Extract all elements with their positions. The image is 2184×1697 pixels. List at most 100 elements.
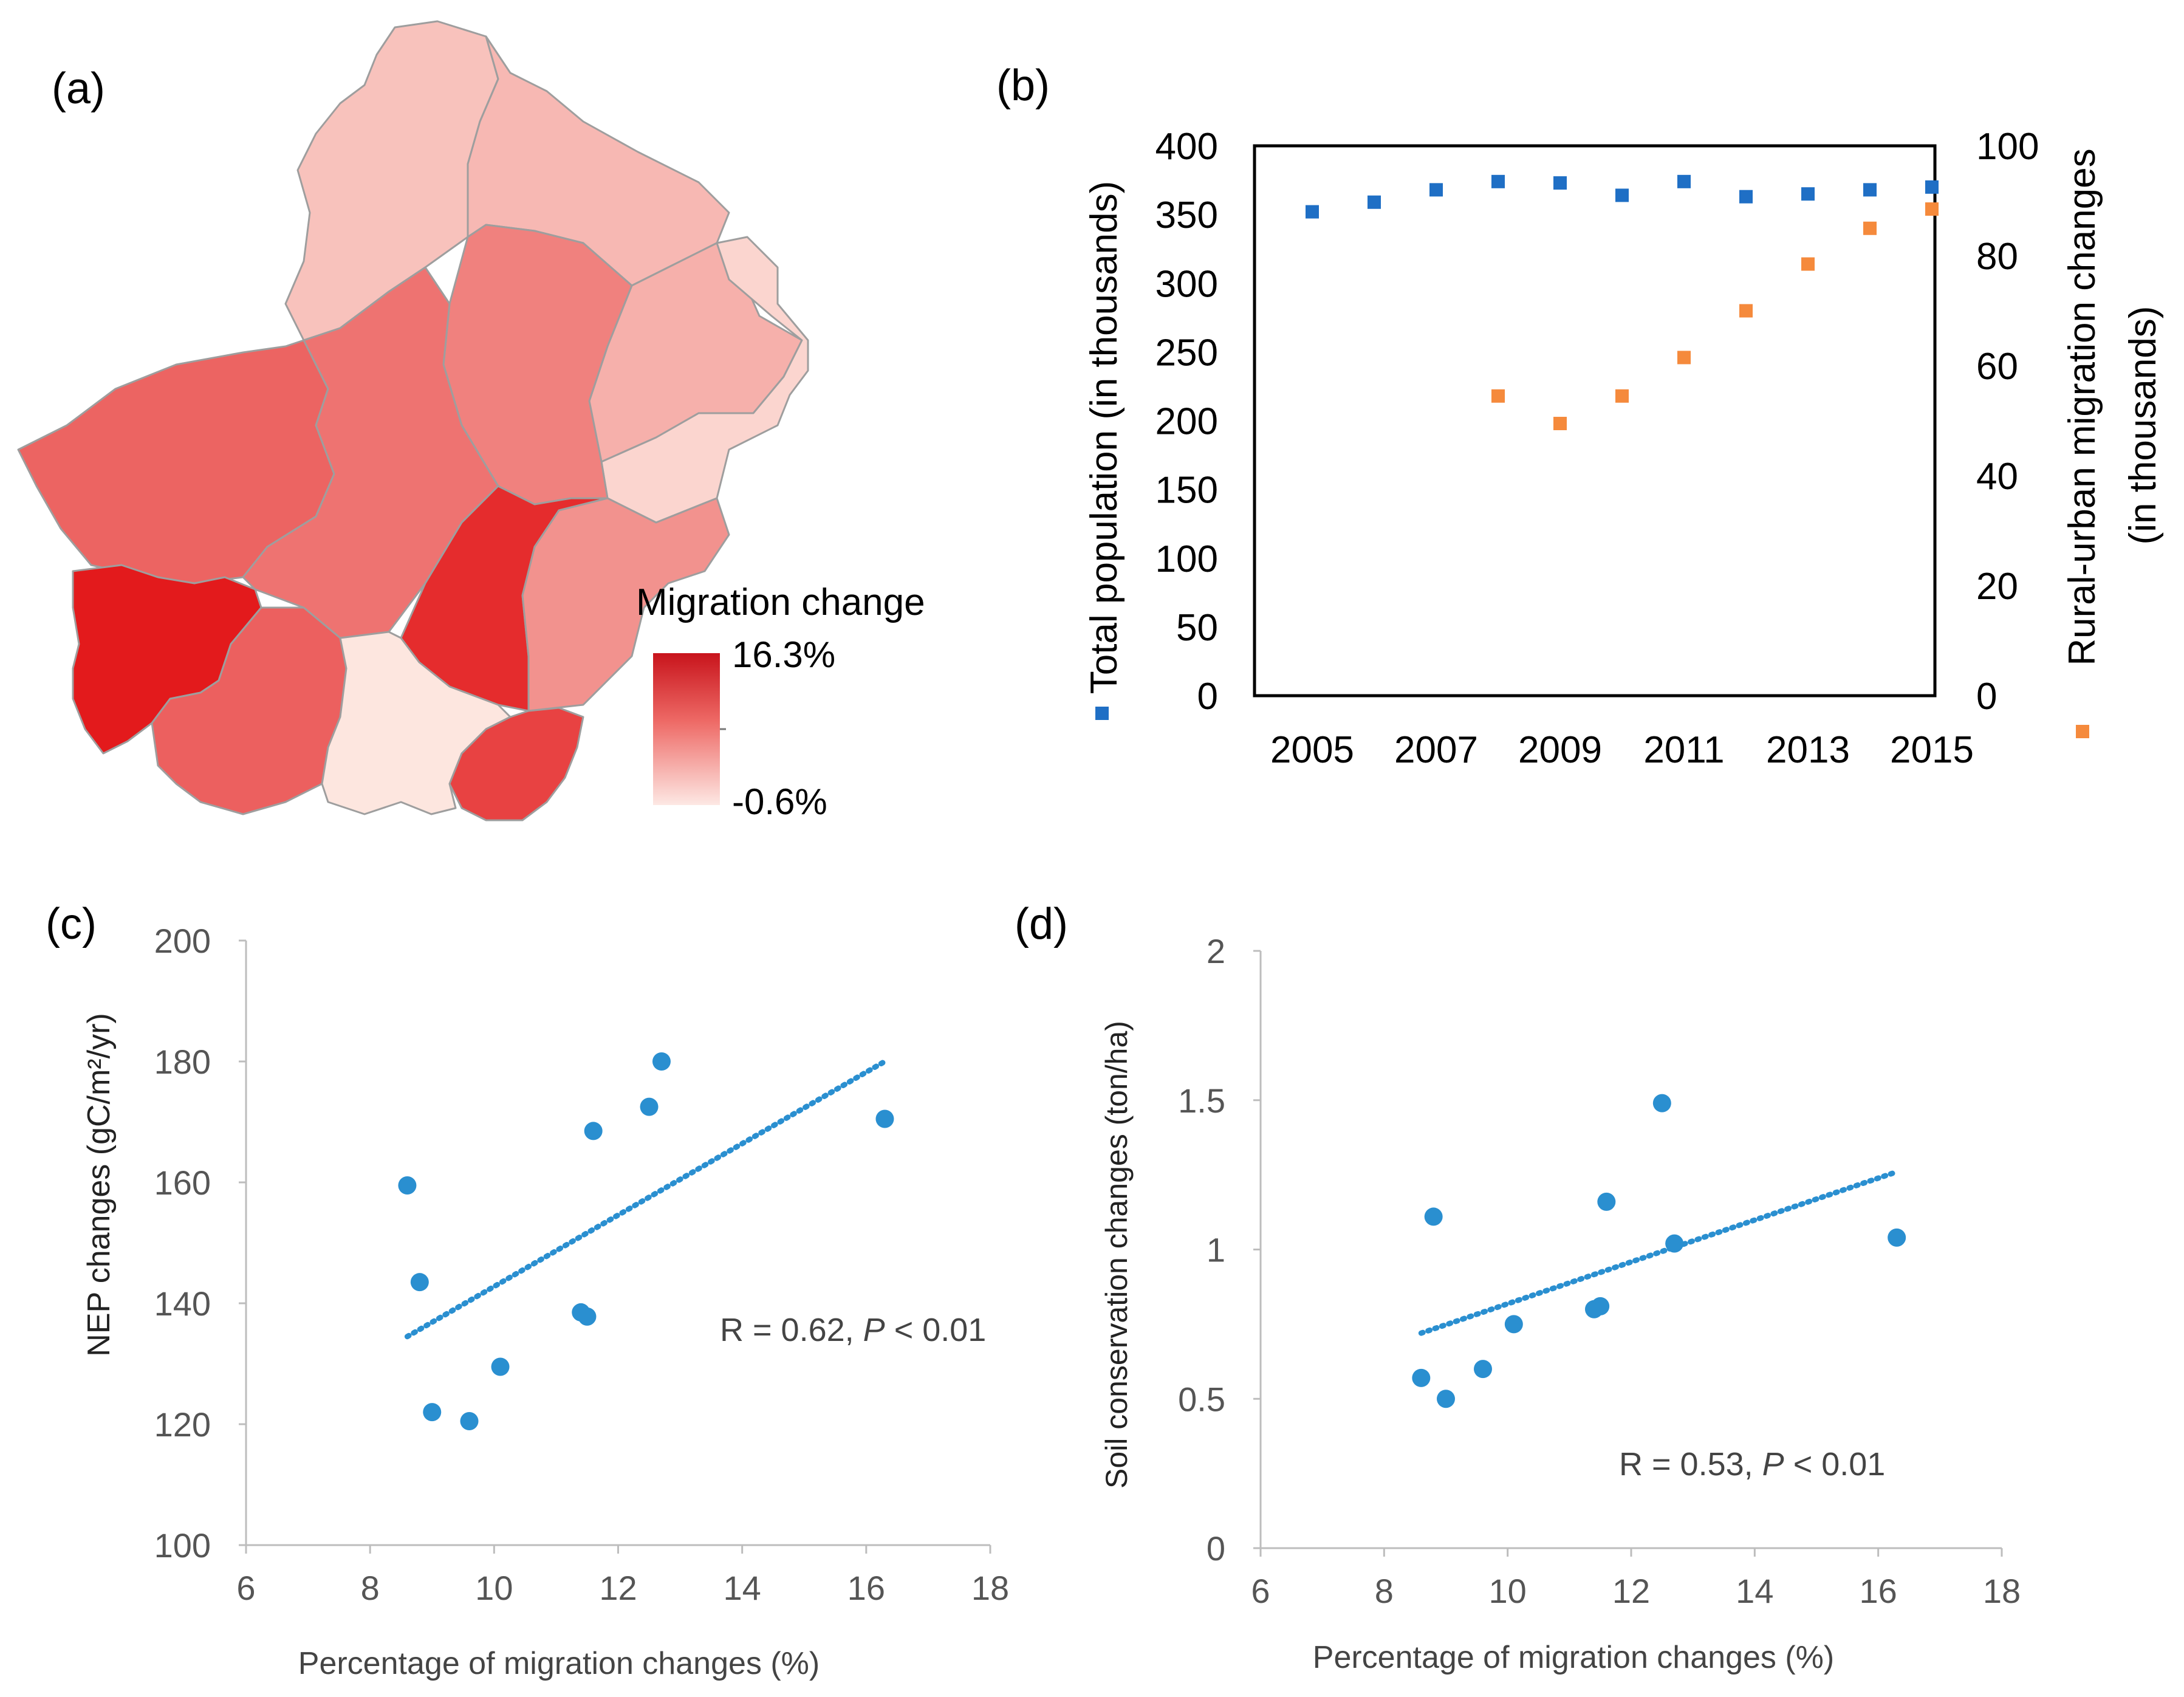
- panel-b-xtick-2015: 2015: [1890, 729, 1974, 771]
- panel-d-x-ticks: 6 8 10 12 14 16 18: [1251, 1548, 2021, 1610]
- legend-max-label: 16.3%: [732, 634, 835, 675]
- panel-c-trendline: [404, 1058, 888, 1340]
- panel-c-point-9: [640, 1097, 659, 1116]
- panel-c-ytick-120: 120: [154, 1405, 211, 1444]
- region-south-east: [521, 497, 730, 712]
- panel-c-xlabel: Percentage of migration changes (%): [298, 1646, 820, 1681]
- panel-d-ytick-1: 1: [1207, 1231, 1225, 1269]
- panel-c-point-2: [410, 1273, 429, 1292]
- panel-c-y-ticks: 100 120 140 160 180 200: [154, 922, 246, 1565]
- panel-b-ytick-400: 400: [1155, 126, 1218, 168]
- panel-b-x-ticks: 2005 2007 2009 2011 2013 2015: [1270, 729, 1974, 771]
- panel-c-xtick-16: 16: [847, 1569, 885, 1607]
- panel-b-xtick-2011: 2011: [1643, 729, 1724, 771]
- panel-b-y2tick-0: 0: [1976, 676, 1997, 718]
- panel-b-point-migration-2012: [1739, 304, 1753, 318]
- panel-b-point-population-2011: [1677, 174, 1691, 188]
- legend-title: Migration change: [636, 581, 925, 623]
- panel-c-ylabel: NEP changes (gC/m²/yr): [81, 1013, 117, 1356]
- panel-b-y2tick-40: 40: [1976, 456, 2018, 498]
- panel-c-ytick-140: 140: [154, 1284, 211, 1323]
- panel-b-ytick-100: 100: [1155, 538, 1218, 580]
- panel-b-ytick-150: 150: [1155, 470, 1218, 512]
- panel-b-point-population-2013: [1801, 187, 1815, 201]
- panel-b-ylabel: Total population (in thousands): [1083, 181, 1125, 694]
- map-regions: [17, 20, 809, 821]
- region-south-center: [321, 631, 512, 815]
- panel-b-point-migration-2008: [1491, 389, 1505, 403]
- panel-d-annotation: R = 0.53, P < 0.01: [1619, 1446, 1885, 1483]
- panel-d-point-4: [1474, 1360, 1492, 1379]
- panel-c-x-ticks: 6 8 10 12 14 16 18: [236, 1545, 1009, 1607]
- panel-c-point-10: [652, 1052, 671, 1071]
- panel-b-xtick-2007: 2007: [1394, 729, 1478, 771]
- panel-c-point-8: [584, 1122, 603, 1140]
- panel-b-ytick-350: 350: [1155, 194, 1218, 236]
- panel-b-ytick-50: 50: [1176, 607, 1218, 649]
- panel-d-ylabel: Soil conservation changes (ton/ha): [1100, 1021, 1134, 1489]
- panel-b-xtick-2005: 2005: [1270, 729, 1354, 771]
- panel-b-point-migration-2015: [1925, 202, 1939, 216]
- panel-b-point-population-2012: [1739, 190, 1753, 204]
- panel-c-annotation: R = 0.62, P < 0.01: [720, 1312, 986, 1348]
- panel-d-xtick-10: 10: [1489, 1572, 1527, 1610]
- panel-c-xtick-10: 10: [475, 1569, 513, 1607]
- legend-min-label: -0.6%: [732, 781, 827, 822]
- panel-b-left-legend-marker: [1095, 707, 1109, 720]
- panel-d-ytick-0.5: 0.5: [1178, 1380, 1225, 1418]
- panel-b-point-population-2010: [1615, 188, 1629, 202]
- panel-b-right-ticks: 0 20 40 60 80 100: [1976, 126, 2039, 718]
- panel-c-point-3: [423, 1403, 442, 1422]
- panel-b-left-ticks: 0 50 100 150 200 250 300 350 400: [1155, 126, 1218, 718]
- panel-d-points: [1412, 1094, 1906, 1408]
- panel-b-point-population-2014: [1863, 183, 1877, 197]
- panel-b-point-population-2015: [1925, 180, 1939, 194]
- panel-c-xtick-8: 8: [361, 1569, 380, 1607]
- panel-c-ytick-160: 160: [154, 1164, 211, 1202]
- panel-c-ytick-100: 100: [154, 1526, 211, 1565]
- panel-b-point-population-2007: [1429, 183, 1443, 197]
- panel-c-ytick-180: 180: [154, 1043, 211, 1081]
- panel-b-frame: [1253, 144, 1937, 698]
- panel-d-point-11: [1888, 1228, 1906, 1247]
- panel-d-ytick-0: 0: [1207, 1529, 1225, 1568]
- panel-c-xtick-18: 18: [971, 1569, 1009, 1607]
- panel-b-ytick-0: 0: [1197, 676, 1218, 718]
- panel-a-label: (a): [52, 64, 105, 113]
- legend-color-bar: [653, 653, 720, 805]
- panel-b-point-population-2005: [1306, 205, 1319, 219]
- panel-c-point-4: [460, 1412, 479, 1431]
- panel-c-point-1: [398, 1176, 417, 1195]
- panel-d-point-2: [1424, 1207, 1443, 1226]
- panel-d-label: (d): [1015, 900, 1068, 948]
- panel-c-label: (c): [46, 900, 97, 948]
- panel-b-point-population-2009: [1553, 176, 1567, 190]
- panel-d-xtick-6: 6: [1251, 1572, 1270, 1610]
- panel-c-points: [398, 1052, 894, 1431]
- panel-d-xtick-14: 14: [1736, 1572, 1773, 1610]
- panel-d-trendline: [1418, 1169, 1900, 1336]
- panel-b-xtick-2009: 2009: [1518, 729, 1602, 771]
- panel-b-y2label-line2: (in thousands): [2122, 306, 2164, 545]
- panel-b-y2tick-20: 20: [1976, 566, 2018, 608]
- panel-c-point-7: [578, 1307, 597, 1326]
- panel-b-point-migration-2010: [1615, 389, 1629, 403]
- panel-b-y2label-line1: Rural-urban migration changes: [2061, 148, 2103, 665]
- panel-c-xtick-12: 12: [599, 1569, 637, 1607]
- panel-b-y2tick-60: 60: [1976, 346, 2018, 388]
- panel-b-ytick-200: 200: [1155, 401, 1218, 443]
- panel-d-ytick-2: 2: [1207, 932, 1225, 970]
- panel-b-point-migration-2014: [1863, 221, 1877, 235]
- panel-b-y2tick-80: 80: [1976, 236, 2018, 278]
- panel-b-y2tick-100: 100: [1976, 126, 2039, 168]
- panel-d-point-8: [1597, 1192, 1616, 1211]
- panel-b-point-migration-2013: [1801, 257, 1815, 271]
- panel-b-points: [1306, 174, 1939, 431]
- panel-d-xtick-16: 16: [1860, 1572, 1897, 1610]
- panel-d-point-10: [1665, 1234, 1684, 1253]
- panel-b-chart: (b) 0 50 100 150 200 250 300 350 400 0 20 40 60 80 10…: [996, 61, 2164, 771]
- panel-d-xtick-8: 8: [1375, 1572, 1394, 1610]
- panel-d-y-ticks: 0 0.5 1 1.5 2: [1178, 932, 1261, 1568]
- panel-c-xtick-6: 6: [236, 1569, 255, 1607]
- panel-b-ytick-250: 250: [1155, 332, 1218, 374]
